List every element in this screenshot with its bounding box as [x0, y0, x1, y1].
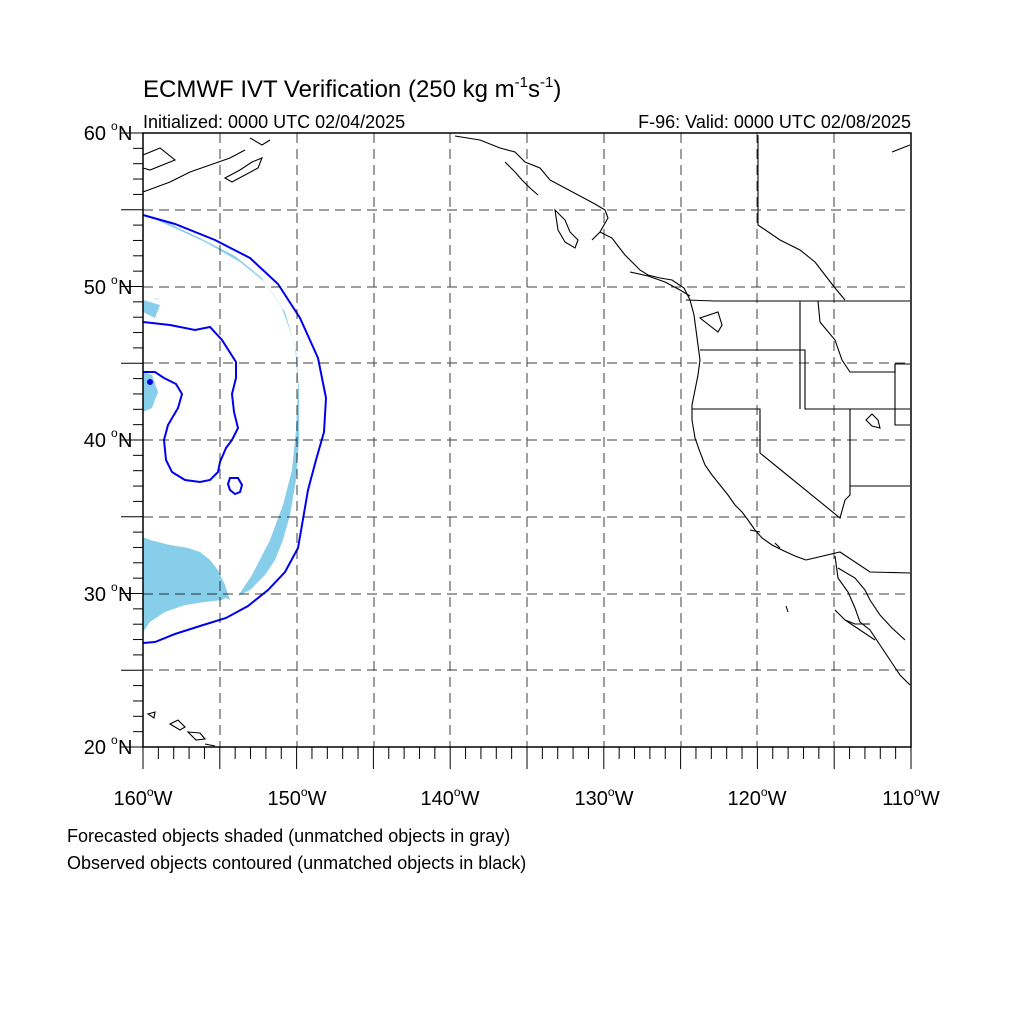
- svg-text:N: N: [118, 737, 132, 759]
- latitude-labels: 60 50 40 30 20 o o o o o N N N N N: [84, 119, 133, 759]
- lat-label-40n: 40: [84, 430, 106, 452]
- svg-text:N: N: [118, 123, 132, 145]
- map-title: ECMWF IVT Verification (250 kg m-1s-1): [143, 74, 561, 103]
- lon-label-110w: 110oW: [882, 785, 940, 810]
- svg-text:o: o: [111, 580, 118, 594]
- axis-ticks: [121, 132, 912, 769]
- footnote-forecast: Forecasted objects shaded (unmatched obj…: [67, 826, 511, 846]
- coastlines: [142, 135, 911, 747]
- lon-label-150w: 150oW: [268, 785, 327, 810]
- forecast-object-shaded: [143, 214, 299, 632]
- svg-text:120oW: 120oW: [728, 785, 787, 810]
- svg-text:o: o: [111, 273, 118, 287]
- valid-time-label: F-96: Valid: 0000 UTC 02/08/2025: [638, 112, 911, 132]
- svg-text:150oW: 150oW: [268, 785, 327, 810]
- lon-label-130w: 130oW: [575, 785, 634, 810]
- lat-label-20n: 20: [84, 737, 106, 759]
- svg-text:N: N: [118, 584, 132, 606]
- svg-text:N: N: [118, 430, 132, 452]
- observed-object-contour: [142, 214, 328, 644]
- graticule: [143, 133, 911, 747]
- svg-text:140oW: 140oW: [421, 785, 480, 810]
- svg-text:o: o: [111, 426, 118, 440]
- svg-text:110oW: 110oW: [882, 785, 940, 810]
- init-time-label: Initialized: 0000 UTC 02/04/2025: [143, 112, 405, 132]
- lon-label-140w: 140oW: [421, 785, 480, 810]
- lon-label-160w: 160oW: [114, 785, 173, 810]
- svg-text:160oW: 160oW: [114, 785, 173, 810]
- longitude-labels: 160oW 150oW 140oW 130oW 120oW 110oW: [114, 785, 940, 810]
- lon-label-120w: 120oW: [728, 785, 787, 810]
- footnote-observed: Observed objects contoured (unmatched ob…: [67, 853, 527, 873]
- lat-label-30n: 30: [84, 584, 106, 606]
- svg-text:N: N: [118, 277, 132, 299]
- svg-text:o: o: [111, 733, 118, 747]
- svg-text:130oW: 130oW: [575, 785, 634, 810]
- lat-label-60n: 60: [84, 123, 106, 145]
- lat-label-50n: 50: [84, 277, 106, 299]
- svg-text:o: o: [111, 119, 118, 133]
